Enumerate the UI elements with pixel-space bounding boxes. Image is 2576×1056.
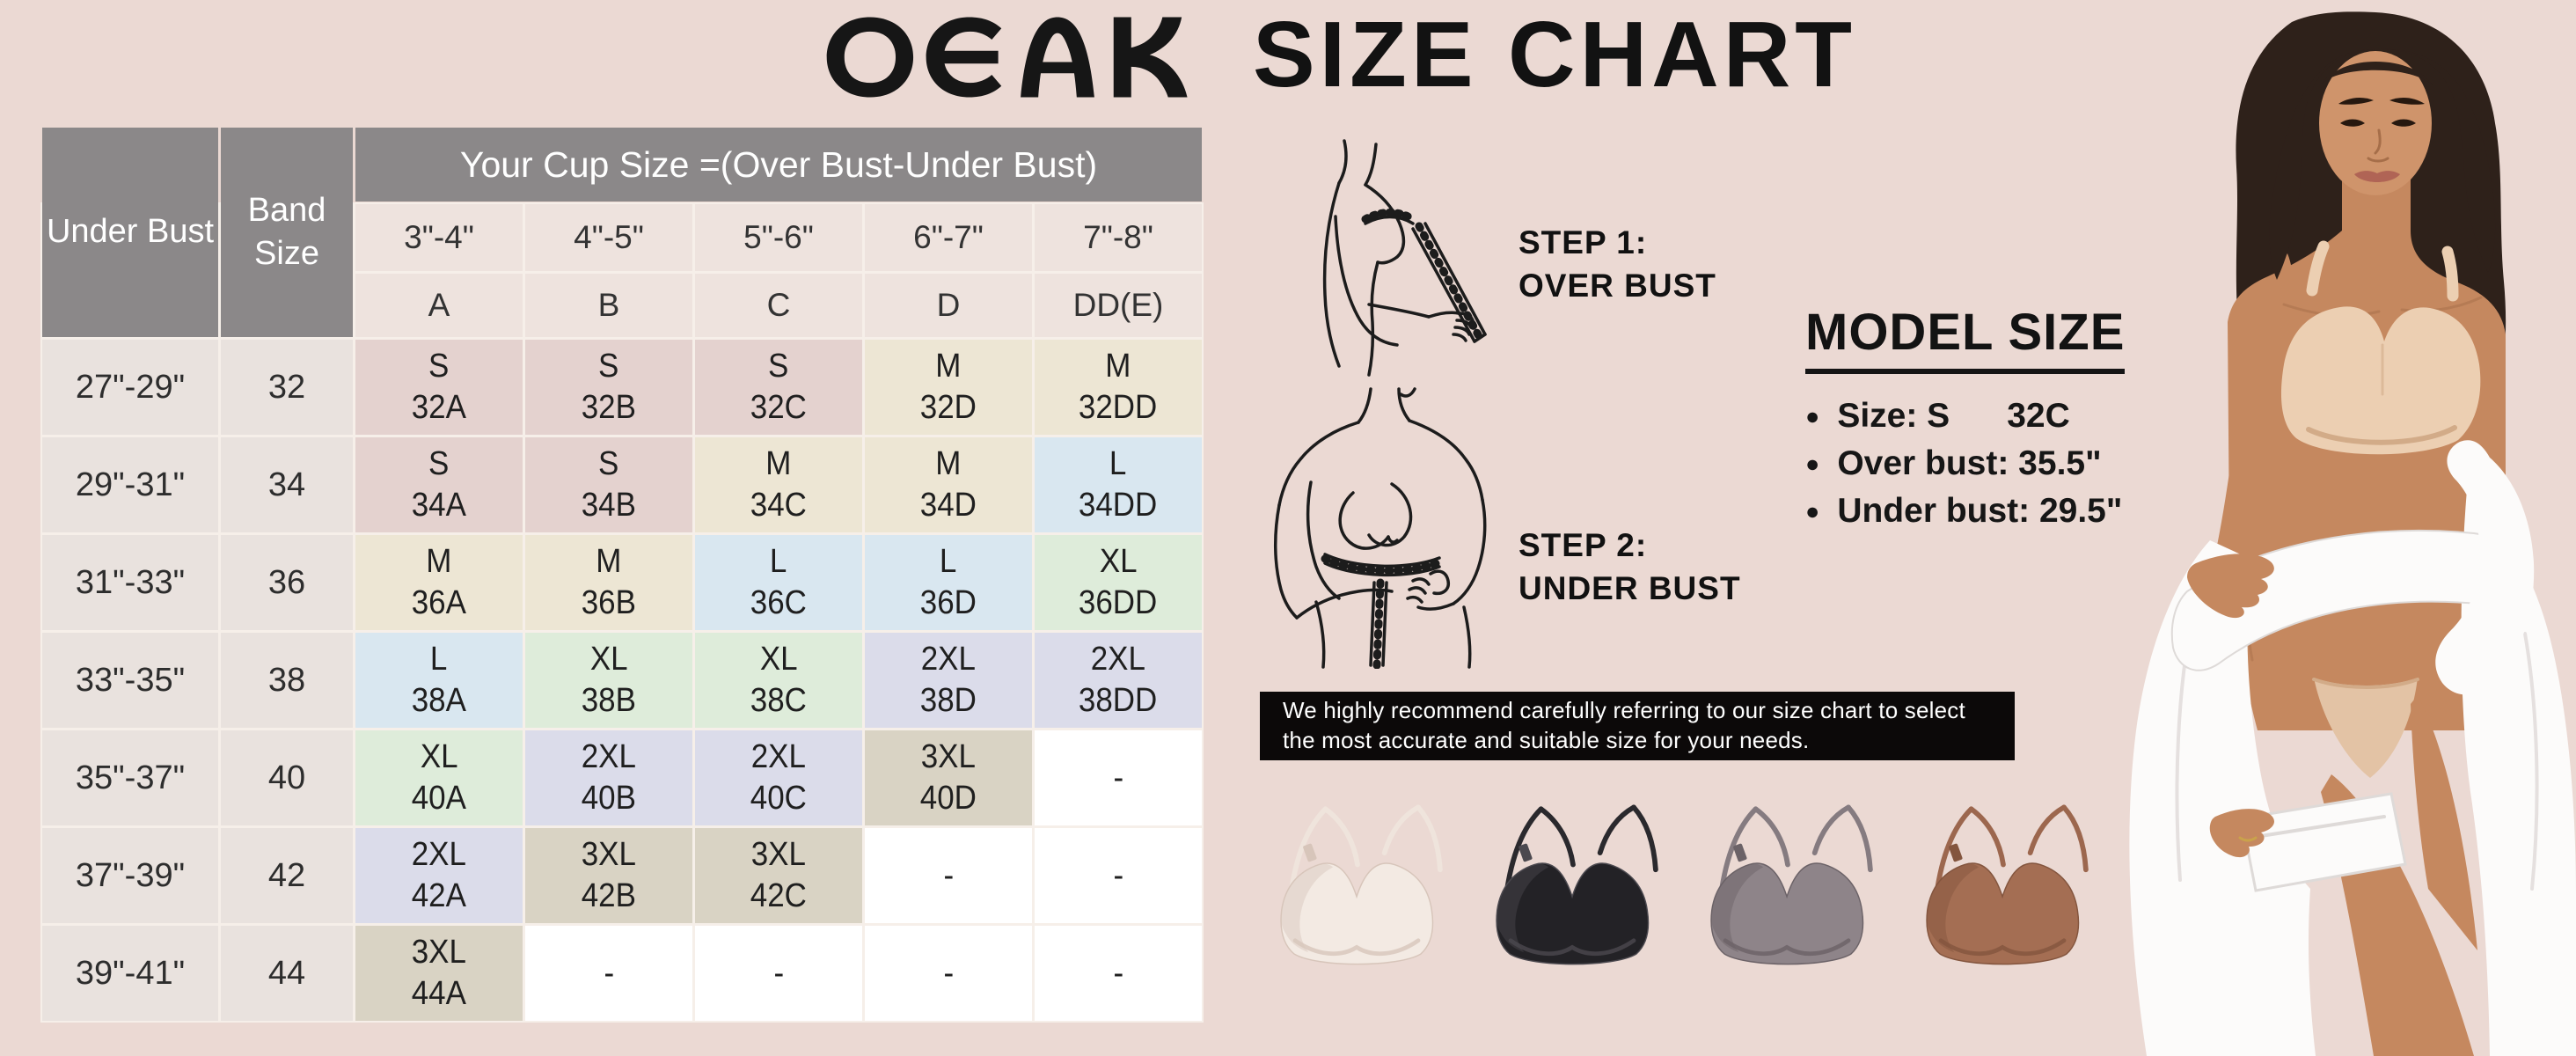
size-cell: 3XL 40D [865,730,1032,825]
under-bust-cell: 37"-39" [42,828,218,923]
size-cell: - [1035,730,1202,825]
band-size-cell: 44 [221,926,353,1021]
step1-label: STEP 1: OVER BUST [1519,222,1716,308]
size-cell: 3XL 42B [525,828,692,923]
model-size-block: MODEL SIZE Size: S 32C Over bust: 35.5" Un… [1805,303,2126,539]
size-cell: 2XL 40C [695,730,862,825]
size-cell: - [525,926,692,1021]
size-cell: 2XL 38D [865,633,1032,728]
size-cell: S 32A [355,340,523,435]
size-cell: - [695,926,862,1021]
step1-over-bust-illustration [1322,139,1487,377]
cup-range-cell: 7"-8" [1035,204,1202,271]
cup-letter-cell: D [865,274,1032,337]
size-cell: XL 38B [525,633,692,728]
band-size-cell: 36 [221,535,353,630]
size-cell: XL 36DD [1035,535,1202,630]
product-bra-gray [1710,804,1874,965]
size-table: Under Bust Band Size Your Cup Size =(Ove… [42,128,1202,1021]
size-cell: L 34DD [1035,437,1202,532]
under-bust-header: Under Bust [42,128,218,337]
page-title: SIZE CHART [1253,3,1856,106]
band-size-cell: 42 [221,828,353,923]
size-cell: 2XL 40B [525,730,692,825]
size-cell: 2XL 38DD [1035,633,1202,728]
band-size-cell: 38 [221,633,353,728]
cup-letter-cell: C [695,274,862,337]
size-cell: 3XL 44A [355,926,523,1021]
size-cell: M 36B [525,535,692,630]
band-size-cell: 40 [221,730,353,825]
under-bust-cell: 39"-41" [42,926,218,1021]
size-cell: L 36C [695,535,862,630]
size-cell: - [1035,926,1202,1021]
size-cell: 3XL 42C [695,828,862,923]
brand-logo-text: OEAK [0,0,1,1]
size-cell: L 36D [865,535,1032,630]
size-cell: XL 38C [695,633,862,728]
size-cell: M 34C [695,437,862,532]
cup-letter-cell: A [355,274,523,337]
band-size-header: Band Size [221,128,353,337]
banner-line2: the most accurate and suitable size for … [1283,727,1810,753]
size-cell: M 36A [355,535,523,630]
size-cell: XL 40A [355,730,523,825]
model-size-item: Over bust: 35.5" [1805,444,2125,483]
size-cell: M 34D [865,437,1032,532]
under-bust-cell: 35"-37" [42,730,218,825]
product-bra-ivory [1280,804,1443,965]
under-bust-cell: 29"-31" [42,437,218,532]
step2-line1: STEP 2: [1519,527,1648,563]
banner-line1: We highly recommend carefully referring … [1283,697,1965,724]
size-cell: - [865,926,1032,1021]
size-cell: S 32B [525,340,692,435]
product-bra-brown [1926,804,2089,965]
under-bust-cell: 27"-29" [42,340,218,435]
recommendation-banner: We highly recommend carefully referring … [1260,692,2015,760]
cup-letter-cell: B [525,274,692,337]
size-cell: S 34B [525,437,692,532]
step2-line2: UNDER BUST [1519,569,1741,606]
step1-line2: OVER BUST [1519,267,1716,304]
size-cell: L 38A [355,633,523,728]
step1-line1: STEP 1: [1519,224,1648,260]
model-photo [2129,11,2576,1056]
under-bust-cell: 33"-35" [42,633,218,728]
size-cell: M 32D [865,340,1032,435]
model-size-title: MODEL SIZE [1805,303,2126,374]
size-cell: S 34A [355,437,523,532]
band-size-cell: 34 [221,437,353,532]
model-size-list: Size: S 32C Over bust: 35.5" Under bust: 2… [1805,397,2125,531]
cup-size-header: Your Cup Size =(Over Bust-Under Bust) [355,128,1202,202]
band-size-cell: 32 [221,340,353,435]
cup-letter-cell: DD(E) [1035,274,1202,337]
product-color-row [1256,790,2104,1007]
size-cell: 2XL 42A [355,828,523,923]
size-cell: M 32DD [1035,340,1202,435]
product-bra-black [1496,804,1658,965]
model-size-item: Under bust: 29.5" [1805,492,2125,531]
brand-logo [826,17,1188,98]
size-cell: S 32C [695,340,862,435]
model-size-item: Size: S 32C [1805,397,2125,436]
size-cell: - [1035,828,1202,923]
step2-under-bust-illustration [1274,387,1487,669]
under-bust-cell: 31"-33" [42,535,218,630]
size-cell: - [865,828,1032,923]
cup-range-cell: 3"-4" [355,204,523,271]
cup-range-cell: 5"-6" [695,204,862,271]
cup-range-cell: 4"-5" [525,204,692,271]
cup-range-cell: 6"-7" [865,204,1032,271]
step2-label: STEP 2: UNDER BUST [1519,524,1741,611]
